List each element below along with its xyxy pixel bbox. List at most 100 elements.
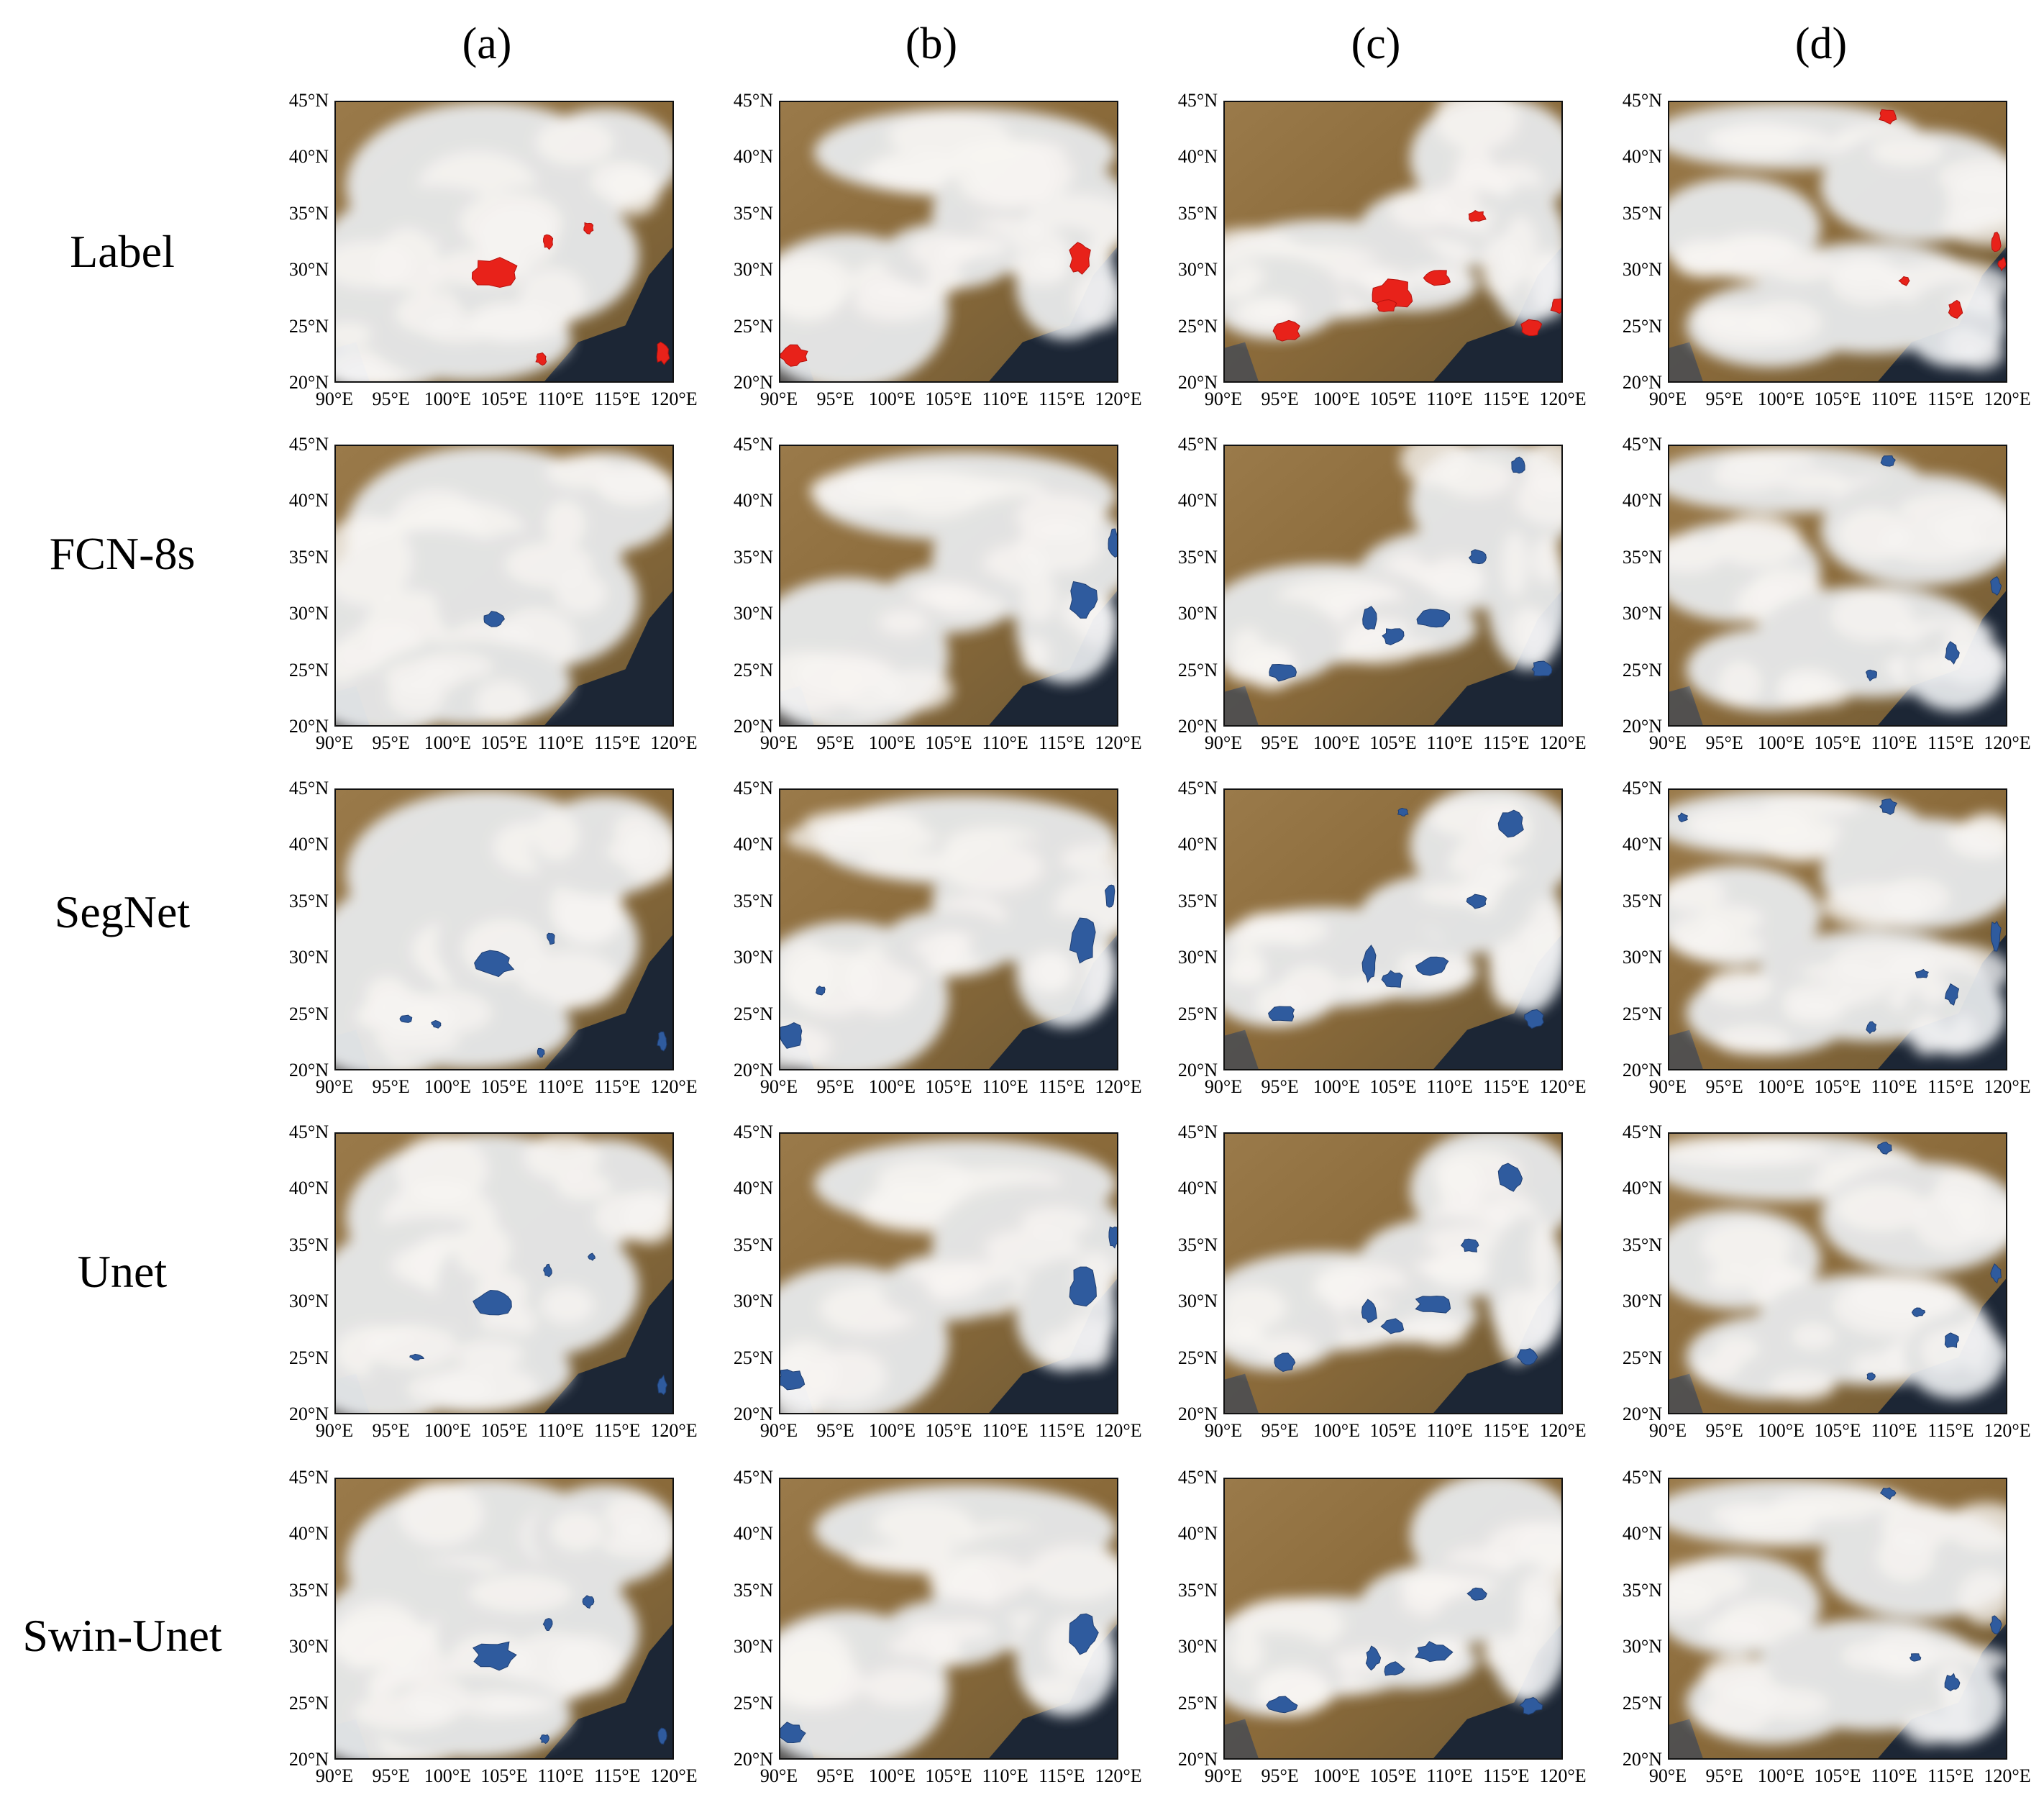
lon-tick-label: 100°E [868,732,916,753]
lon-tick-label: 105°E [1369,1420,1417,1441]
predicted-mask-region [1460,1238,1479,1252]
predicted-mask-region [542,1618,553,1632]
lat-tick-label: 35°N [733,890,773,911]
lat-tick-label: 25°N [288,315,329,337]
lat-tick-label: 30°N [288,1636,329,1657]
ocean-west [1669,686,1703,725]
lat-tick-label: 25°N [1177,1347,1218,1368]
lon-tick-label: 100°E [1757,1765,1805,1786]
cloud-cover [1669,102,2006,370]
map-image [1669,1479,2006,1758]
lat-tick-label: 40°N [288,490,329,511]
lat-tick-label: 25°N [733,1692,773,1714]
lat-tick-label: 35°N [1177,1234,1218,1255]
lon-tick-label: 95°E [372,1420,410,1441]
lon-tick-label: 100°E [868,1765,916,1786]
ocean-west [1225,1719,1259,1758]
lat-tick-label: 40°N [1622,146,1662,168]
satellite-map [779,788,1118,1070]
lat-tick-label: 35°N [288,202,329,224]
lon-tick-label: 105°E [1369,1076,1417,1097]
lat-tick-label: 35°N [1177,1579,1218,1601]
lon-tick-label: 120°E [650,1765,698,1786]
map-image [1669,102,2006,381]
lon-tick-label: 115°E [1927,1076,1974,1097]
lon-tick-label: 100°E [1757,1076,1805,1097]
lat-tick-label: 40°N [1622,1523,1662,1545]
row-label-swin-unet: Swin-Unet [22,1610,222,1661]
satellite-map [334,1132,674,1414]
lon-tick-label: 115°E [1039,1076,1085,1097]
lon-tick-label: 100°E [1757,388,1805,409]
predicted-mask-region [537,1047,545,1058]
lon-tick-label: 100°E [868,388,916,409]
map-image [336,1134,672,1413]
lat-tick-label: 25°N [1622,659,1662,681]
lat-tick-label: 35°N [1622,1234,1662,1255]
lon-tick-label: 105°E [925,1076,972,1097]
satellite-map [779,1478,1118,1760]
lat-tick-label: 35°N [1622,1579,1662,1601]
lon-tick-label: 115°E [1039,732,1085,753]
lat-tick-label: 30°N [1622,1291,1662,1312]
lon-tick-label: 110°E [1426,388,1473,409]
lat-tick-label: 20°N [288,372,329,393]
lat-tick-label: 20°N [1177,1404,1218,1424]
lon-tick-label: 105°E [1814,1765,1861,1786]
predicted-mask-region [588,1252,596,1261]
lat-tick-label: 35°N [288,546,329,568]
map-image [1225,790,1561,1069]
lat-tick-label: 20°N [733,1060,773,1081]
ocean-west [1669,342,1703,381]
lon-tick-label: 90°E [315,1076,354,1097]
predicted-mask-region [1415,1296,1451,1314]
cloud-cover [1225,102,1561,340]
lon-tick-label: 120°E [1095,1076,1142,1097]
lon-tick-label: 100°E [1313,732,1360,753]
lat-tick-label: 35°N [288,1234,329,1255]
lat-tick-label: 25°N [1622,1347,1662,1368]
label-mask-region [535,352,547,366]
lat-tick-label: 20°N [288,1060,329,1081]
lat-tick-label: 35°N [1177,890,1218,911]
lon-tick-label: 120°E [1984,1765,2031,1786]
predicted-mask-region [1990,1263,2002,1284]
ocean [989,247,1117,381]
lat-tick-label: 45°N [1177,1122,1218,1142]
lon-tick-label: 90°E [315,1765,354,1786]
predicted-mask-region [1104,884,1115,908]
predicted-mask-region [780,1722,806,1744]
lon-tick-label: 115°E [1039,1765,1085,1786]
lon-tick-label: 105°E [480,732,528,753]
lon-tick-label: 100°E [1313,1420,1360,1441]
satellite-map [779,101,1118,383]
ocean [989,934,1117,1069]
lon-tick-label: 115°E [594,1076,641,1097]
label-mask-region [1423,270,1451,286]
label-mask-region [583,222,594,235]
lat-tick-label: 20°N [733,716,773,737]
lon-tick-label: 115°E [1927,1420,1974,1441]
lon-tick-label: 90°E [1648,1765,1687,1786]
predicted-mask-region [546,932,555,945]
lat-tick-label: 20°N [1622,1749,1662,1770]
lat-tick-label: 30°N [288,603,329,624]
ocean-west [1669,1719,1703,1758]
column-label-c: (c) [1351,19,1401,68]
lat-tick-label: 30°N [1177,259,1218,281]
lat-tick-label: 25°N [1622,315,1662,337]
column-label-d: (d) [1794,19,1848,68]
predicted-mask-region [780,1022,803,1049]
cloud-cover [1669,446,2006,711]
lon-tick-label: 90°E [1204,388,1243,409]
lon-tick-label: 90°E [1648,1420,1687,1441]
lat-tick-label: 35°N [1177,202,1218,224]
predicted-mask-region [815,986,826,996]
lat-tick-label: 45°N [1177,434,1218,455]
ocean-west [1225,1029,1259,1069]
satellite-map [334,788,674,1070]
predicted-mask-region [1990,576,2002,596]
predicted-mask-region [1915,968,1930,978]
predicted-mask-region [657,1031,667,1052]
lon-tick-label: 95°E [1261,388,1299,409]
